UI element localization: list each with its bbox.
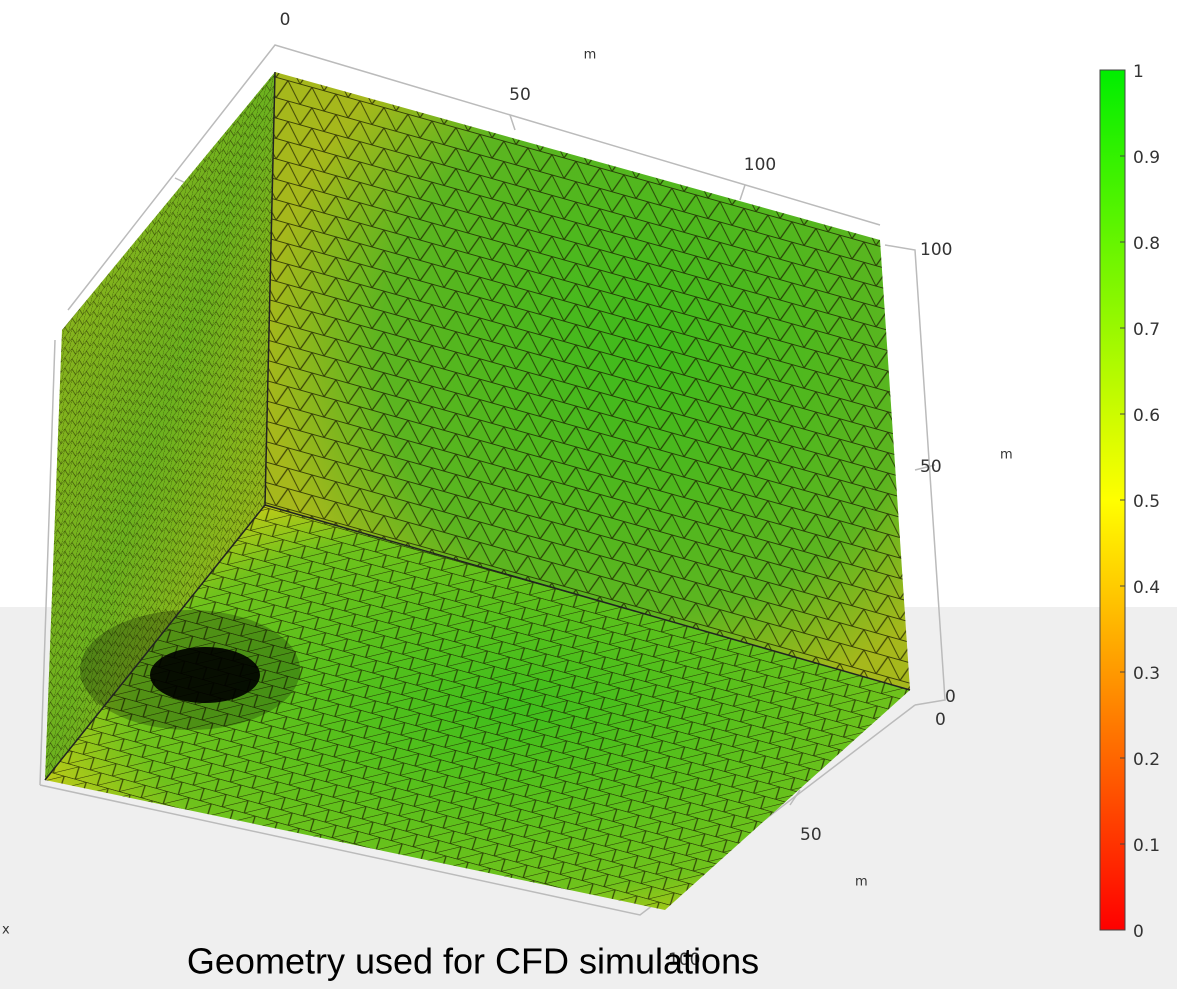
refined-mesh-halo (80, 610, 300, 730)
top-tick: 100 (744, 155, 776, 175)
right-unit: m (1000, 448, 1013, 463)
colorbar-tick-label: 0.5 (1133, 492, 1160, 512)
right-tick: 50 (920, 457, 942, 477)
right-tick: 100 (920, 240, 952, 260)
bottom-tick: 50 (800, 825, 822, 845)
colorbar-tick-label: 0.4 (1133, 578, 1160, 598)
colorbar-tick-label: 0.6 (1133, 406, 1160, 426)
colorbar-tick-label: 0.2 (1133, 750, 1160, 770)
bottom-tick: 0 (935, 710, 946, 730)
top-tick: 50 (509, 85, 531, 105)
colorbar-tick-label: 0.8 (1133, 234, 1160, 254)
colorbar-tick-label: 0.3 (1133, 664, 1160, 684)
bottom-unit: m (855, 875, 868, 890)
caption: Geometry used for CFD simulations (187, 941, 759, 982)
colorbar-tick-label: 0.9 (1133, 148, 1160, 168)
colorbar-tick-label: 1 (1133, 62, 1144, 82)
right-tick: 0 (945, 687, 956, 707)
colorbar-tick-label: 0.1 (1133, 836, 1160, 856)
mesh-figure: 0 50 100 m 100 50 0 m 0 50 100 m x 00.10… (0, 0, 1177, 989)
top-unit: m (584, 48, 597, 63)
top-tick: 0 (280, 10, 291, 30)
colorbar-tick-label: 0.7 (1133, 320, 1160, 340)
colorbar-tick-label: 0 (1133, 922, 1144, 942)
x-label: x (2, 923, 10, 938)
